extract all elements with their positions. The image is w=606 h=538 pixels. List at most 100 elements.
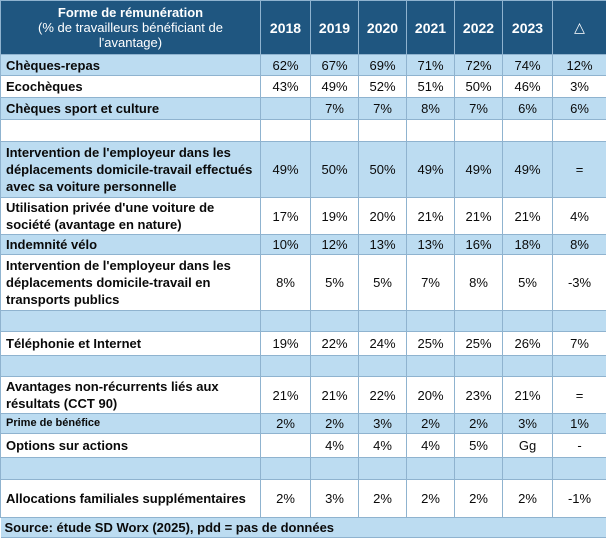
cell-value: 7% [311, 98, 359, 120]
cell-value: 49% [407, 142, 455, 198]
empty-cell [1, 120, 261, 142]
cell-value: 2% [261, 480, 311, 518]
cell-value: 5% [359, 255, 407, 311]
cell-value: 50% [455, 76, 503, 98]
header-year: 2019 [311, 1, 359, 55]
empty-cell [311, 120, 359, 142]
row-label: Allocations familiales supplémentaires [1, 480, 261, 518]
empty-cell [455, 120, 503, 142]
cell-value: 2% [359, 480, 407, 518]
empty-cell [359, 356, 407, 377]
cell-value: 3% [311, 480, 359, 518]
cell-value: 72% [455, 55, 503, 76]
header-label-cell: Forme de rémunération (% de travailleurs… [1, 1, 261, 55]
empty-cell [503, 311, 553, 332]
cell-value: 10% [261, 235, 311, 255]
cell-value: 25% [455, 332, 503, 356]
row-label: Options sur actions [1, 434, 261, 458]
cell-value: 2% [261, 414, 311, 434]
cell-delta: 7% [553, 332, 606, 356]
cell-delta: = [553, 142, 606, 198]
empty-cell [407, 120, 455, 142]
cell-value: 7% [407, 255, 455, 311]
cell-value: 3% [359, 414, 407, 434]
table-row: Allocations familiales supplémentaires 2… [1, 480, 606, 518]
spacer-row [1, 311, 606, 332]
row-label: Intervention de l'employeur dans les dép… [1, 142, 261, 198]
cell-value: 71% [407, 55, 455, 76]
cell-value-editing[interactable]: Gg [503, 434, 553, 458]
cell-value: 43% [261, 76, 311, 98]
cell-delta: - [553, 434, 606, 458]
cell-value: 69% [359, 55, 407, 76]
cell-value: 21% [261, 377, 311, 414]
source-note: Source: étude SD Worx (2025), pdd = pas … [1, 518, 606, 538]
cell-delta: 6% [553, 98, 606, 120]
empty-cell [455, 356, 503, 377]
empty-cell [553, 311, 606, 332]
row-label: Utilisation privée d'une voiture de soci… [1, 198, 261, 235]
cell-value: 2% [455, 480, 503, 518]
cell-value: 21% [503, 198, 553, 235]
empty-cell [261, 120, 311, 142]
cell-value: 4% [359, 434, 407, 458]
cell-value: 20% [359, 198, 407, 235]
empty-cell [407, 356, 455, 377]
table-row: Ecochèques 43% 49% 52% 51% 50% 46% 3% [1, 76, 606, 98]
cell-value: 2% [503, 480, 553, 518]
source-row: Source: étude SD Worx (2025), pdd = pas … [1, 518, 606, 538]
cell-value: 50% [311, 142, 359, 198]
header-year: 2022 [455, 1, 503, 55]
cell-value: 22% [311, 332, 359, 356]
empty-cell [311, 458, 359, 480]
cell-value: 22% [359, 377, 407, 414]
cell-value: 25% [407, 332, 455, 356]
cell-value: 8% [407, 98, 455, 120]
cell-value: 19% [311, 198, 359, 235]
cell-delta: 3% [553, 76, 606, 98]
cell-value: 21% [407, 198, 455, 235]
cell-value: 2% [407, 480, 455, 518]
header-delta: △ [553, 1, 606, 55]
cell-value: 8% [455, 255, 503, 311]
empty-cell [261, 458, 311, 480]
cell-value: 2% [455, 414, 503, 434]
cell-value: 20% [407, 377, 455, 414]
header-year: 2020 [359, 1, 407, 55]
table-row: Prime de bénéfice 2% 2% 3% 2% 2% 3% 1% [1, 414, 606, 434]
empty-cell [553, 120, 606, 142]
table-row: Avantages non-récurrents liés aux résult… [1, 377, 606, 414]
cell-value: 13% [407, 235, 455, 255]
cell-value: 4% [311, 434, 359, 458]
cell-value [261, 434, 311, 458]
cell-delta: 1% [553, 414, 606, 434]
cell-value: 67% [311, 55, 359, 76]
spacer-row [1, 458, 606, 480]
table-row: Intervention de l'employeur dans les dép… [1, 255, 606, 311]
cell-value: 12% [311, 235, 359, 255]
empty-cell [261, 356, 311, 377]
cell-value: 49% [455, 142, 503, 198]
empty-cell [359, 458, 407, 480]
table-row: Options sur actions 4% 4% 4% 5% Gg - [1, 434, 606, 458]
header-year: 2018 [261, 1, 311, 55]
cell-delta: 8% [553, 235, 606, 255]
cell-value: 17% [261, 198, 311, 235]
row-label: Chèques-repas [1, 55, 261, 76]
header-row: Forme de rémunération (% de travailleurs… [1, 1, 606, 55]
empty-cell [311, 311, 359, 332]
cell-value: 24% [359, 332, 407, 356]
header-subtitle: (% de travailleurs bénéficiant de l'avan… [5, 20, 256, 50]
empty-cell [503, 458, 553, 480]
cell-delta: -1% [553, 480, 606, 518]
row-label: Indemnité vélo [1, 235, 261, 255]
table-row: Utilisation privée d'une voiture de soci… [1, 198, 606, 235]
empty-cell [1, 311, 261, 332]
row-label: Ecochèques [1, 76, 261, 98]
cell-delta: 4% [553, 198, 606, 235]
cell-value: 18% [503, 235, 553, 255]
header-year: 2021 [407, 1, 455, 55]
cell-value: 19% [261, 332, 311, 356]
header-title: Forme de rémunération [5, 5, 256, 20]
